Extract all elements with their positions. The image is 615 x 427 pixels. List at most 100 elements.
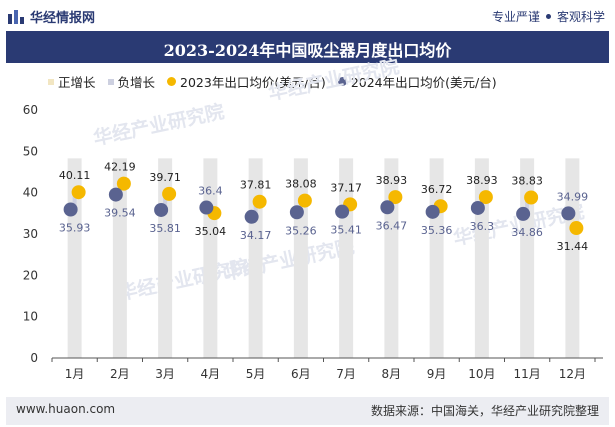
- series-2024-data-label: 35.36: [421, 224, 453, 237]
- y-tick-label: 0: [30, 351, 38, 365]
- footer: www.huaon.com 数据来源：中国海关，华经产业研究院整理: [6, 397, 609, 425]
- x-tick-label: 2月: [110, 367, 130, 381]
- series-2024-point: [470, 200, 485, 215]
- series-2024-point: [244, 209, 259, 224]
- negative-change-bar: [163, 193, 168, 210]
- series-2024-point: [561, 206, 576, 221]
- x-tick-label: 9月: [427, 367, 447, 381]
- top-bar: 华经情报网 专业严谨 客观科学: [0, 0, 615, 30]
- negative-change-bar: [298, 200, 303, 213]
- series-2024-point: [516, 206, 531, 221]
- y-tick-label: 30: [23, 227, 38, 241]
- x-tick-label: 10月: [468, 367, 495, 381]
- series-2024-data-label: 35.26: [285, 224, 317, 237]
- chart-plot: 华经产业研究院华经产业研究院华经产业研究院华经产业研究院华经产业研究院01020…: [23, 55, 603, 381]
- x-tick-label: 8月: [382, 367, 402, 381]
- series-2024-point: [108, 187, 123, 202]
- series-2023-point: [524, 190, 539, 205]
- background-bar: [565, 158, 580, 358]
- series-2023-data-label: 42.19: [104, 161, 136, 174]
- legend-label: 2024年出口均价(美元/台): [350, 75, 497, 90]
- x-tick-label: 12月: [559, 367, 586, 381]
- negative-change-bar: [525, 197, 530, 214]
- x-tick-label: 7月: [336, 367, 356, 381]
- x-tick-label: 1月: [65, 367, 85, 381]
- series-2024-point: [335, 204, 350, 219]
- footer-source: 数据来源：中国海关，华经产业研究院整理: [370, 404, 599, 418]
- x-tick-label: 4月: [201, 367, 221, 381]
- series-2024-data-label: 34.86: [511, 226, 543, 239]
- series-2023-data-label: 31.44: [557, 240, 589, 253]
- series-2023-data-label: 38.83: [511, 175, 543, 188]
- y-tick-label: 20: [23, 268, 38, 282]
- brand-logo-icon: [8, 9, 24, 24]
- series-2024-data-label: 35.81: [149, 222, 181, 235]
- background-bar: [384, 158, 399, 358]
- series-2024-data-label: 36.47: [376, 219, 408, 232]
- watermark-text: 华经产业研究院: [266, 55, 401, 105]
- x-tick-label: 6月: [291, 367, 311, 381]
- series-2023-data-label: 37.17: [330, 181, 362, 194]
- watermark-text: 华经产业研究院: [91, 100, 226, 150]
- y-tick-label: 10: [23, 310, 38, 324]
- series-2024-point: [63, 202, 78, 217]
- chart-title: 2023-2024年中国吸尘器月度出口均价: [163, 41, 452, 60]
- background-bar: [520, 158, 535, 358]
- background-bar: [474, 158, 489, 358]
- series-2023-point: [252, 194, 267, 209]
- series-2023-dot-icon: [167, 77, 177, 86]
- x-tick-label: 3月: [155, 367, 175, 381]
- legend: 正增长 负增长 2023年出口均价(美元/台) 2024年出口均价(美元/台): [48, 72, 509, 91]
- series-2024-data-label: 36.4: [198, 185, 223, 198]
- legend-label: 负增长: [117, 75, 156, 90]
- series-2024-data-label: 35.93: [59, 221, 91, 234]
- series-2024-point: [380, 200, 395, 215]
- footer-site[interactable]: www.huaon.com: [16, 402, 116, 416]
- series-2024-data-label: 36.3: [470, 220, 495, 233]
- series-2023-data-label: 38.93: [466, 174, 498, 187]
- brand[interactable]: 华经情报网: [8, 7, 95, 26]
- watermark-text: 华经产业研究院: [116, 255, 251, 305]
- series-2023-data-label: 37.81: [240, 179, 272, 192]
- series-2024-point: [425, 204, 440, 219]
- positive-swatch-icon: [48, 78, 54, 85]
- series-2024-data-label: 35.41: [330, 224, 362, 237]
- series-2023-point: [569, 221, 584, 236]
- negative-change-bar: [253, 201, 258, 217]
- series-2023-point: [297, 193, 312, 208]
- legend-item-negative: 负增长: [107, 72, 156, 91]
- series-2023-data-label: 40.11: [59, 169, 91, 182]
- series-2023-data-label: 39.71: [149, 171, 181, 184]
- series-2024-data-label: 34.17: [240, 229, 272, 242]
- series-2023-data-label: 38.93: [376, 174, 408, 187]
- y-tick-label: 50: [23, 144, 38, 158]
- y-tick-label: 40: [23, 186, 38, 200]
- brand-name: 华经情报网: [30, 11, 96, 26]
- series-2024-data-label: 34.99: [557, 190, 589, 203]
- negative-change-bar: [72, 192, 77, 210]
- legend-label: 正增长: [58, 75, 96, 90]
- tagline: 专业严谨 客观科学: [492, 8, 605, 25]
- series-2023-point: [162, 186, 177, 201]
- background-bar: [112, 158, 127, 358]
- series-2024-point: [199, 200, 214, 215]
- series-2024-data-label: 39.54: [104, 207, 136, 220]
- series-2023-point: [71, 185, 86, 200]
- negative-swatch-icon: [107, 78, 114, 85]
- series-2023-data-label: 35.04: [195, 225, 227, 238]
- series-2024-dot-icon: [337, 77, 347, 86]
- series-2023-point: [116, 176, 131, 191]
- y-tick-label: 60: [23, 103, 38, 117]
- series-2023-data-label: 38.08: [285, 178, 317, 191]
- legend-item-positive: 正增长: [48, 72, 96, 91]
- legend-label: 2023年出口均价(美元/台): [180, 75, 326, 90]
- series-2023-data-label: 36.72: [421, 183, 453, 196]
- dot-icon: [545, 14, 551, 19]
- positive-change-bar: [570, 213, 575, 229]
- tagline-right: 客观科学: [556, 10, 605, 24]
- x-tick-label: 5月: [246, 367, 266, 381]
- legend-item-2024: 2024年出口均价(美元/台): [337, 72, 497, 91]
- series-2024-point: [289, 205, 304, 220]
- x-tick-label: 11月: [513, 367, 540, 381]
- series-2023-point: [388, 190, 403, 205]
